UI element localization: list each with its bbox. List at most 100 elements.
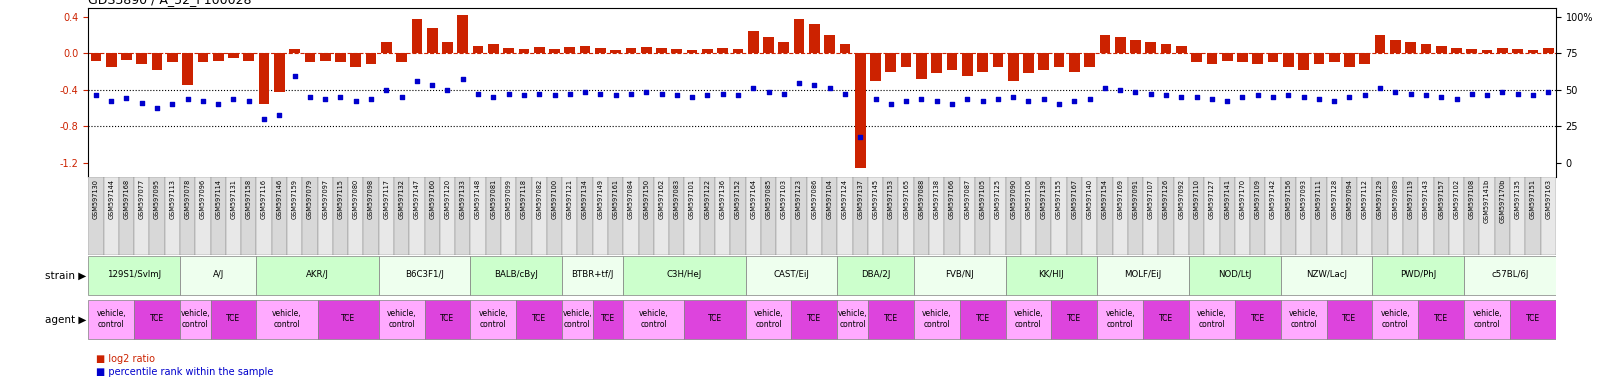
Bar <box>837 300 868 339</box>
Point <box>985 96 1011 102</box>
Bar <box>1373 300 1418 339</box>
Point <box>711 91 736 97</box>
Bar <box>1128 177 1144 255</box>
Point <box>343 98 369 104</box>
Text: GSM597114: GSM597114 <box>215 179 221 219</box>
Point <box>695 92 720 98</box>
Text: vehicle,
control: vehicle, control <box>96 309 127 329</box>
Bar <box>271 177 287 255</box>
Bar <box>180 177 196 255</box>
Text: strain ▶: strain ▶ <box>45 270 87 281</box>
Text: GSM597148: GSM597148 <box>475 179 481 219</box>
Bar <box>534 47 545 53</box>
Point <box>1336 94 1362 100</box>
Bar <box>791 177 807 255</box>
Bar <box>1464 177 1479 255</box>
Text: vehicle,
control: vehicle, control <box>180 309 210 329</box>
Text: vehicle,
control: vehicle, control <box>754 309 783 329</box>
Text: GSM597089: GSM597089 <box>1392 179 1399 219</box>
Point <box>465 91 491 97</box>
Bar <box>396 53 407 63</box>
Bar <box>747 30 759 53</box>
Bar <box>685 177 699 255</box>
Text: CAST/EiJ: CAST/EiJ <box>773 270 810 279</box>
Point <box>587 91 613 98</box>
Text: GSM597131: GSM597131 <box>231 179 236 219</box>
Bar <box>654 177 669 255</box>
Bar <box>443 42 452 53</box>
Bar <box>730 177 746 255</box>
Text: TCE: TCE <box>1525 314 1540 323</box>
Text: GSM597156: GSM597156 <box>1285 179 1291 219</box>
Text: PWD/PhJ: PWD/PhJ <box>1400 270 1437 279</box>
Point <box>940 101 966 107</box>
Bar <box>1219 177 1235 255</box>
Text: GSM597124: GSM597124 <box>842 179 849 219</box>
Text: GDS3890 / A_52_P100028: GDS3890 / A_52_P100028 <box>88 0 252 7</box>
Bar <box>167 53 178 61</box>
Bar <box>183 53 192 85</box>
Bar <box>470 177 486 255</box>
Bar <box>486 177 500 255</box>
Point <box>327 94 353 100</box>
Text: GSM597149: GSM597149 <box>597 179 603 219</box>
Bar <box>699 177 715 255</box>
Point <box>802 82 828 88</box>
Point <box>573 89 598 95</box>
Bar <box>228 53 239 58</box>
Text: GSM597080: GSM597080 <box>353 179 359 219</box>
Text: GSM597109: GSM597109 <box>1254 179 1261 219</box>
Bar <box>1296 177 1312 255</box>
Bar <box>715 177 730 255</box>
Bar <box>914 177 929 255</box>
Point <box>1460 91 1485 97</box>
Text: GSM597167: GSM597167 <box>1071 179 1078 219</box>
Bar <box>1068 53 1079 71</box>
Text: C3H/HeJ: C3H/HeJ <box>667 270 703 279</box>
Bar <box>88 256 180 295</box>
Point <box>1076 96 1102 102</box>
Bar <box>516 300 561 339</box>
Bar <box>837 177 853 255</box>
Point <box>1367 85 1392 91</box>
Text: vehicle,
control: vehicle, control <box>1381 309 1410 329</box>
Bar <box>839 44 850 53</box>
Point <box>159 101 184 108</box>
Bar <box>1343 177 1357 255</box>
Bar <box>427 28 438 53</box>
Bar <box>1205 177 1219 255</box>
Bar <box>1174 177 1189 255</box>
Point <box>1046 101 1071 107</box>
Bar <box>916 53 927 79</box>
Bar <box>776 177 791 255</box>
Point <box>1200 96 1225 102</box>
Text: GSM597138: GSM597138 <box>934 179 940 219</box>
Bar <box>226 177 241 255</box>
Point <box>1153 92 1179 98</box>
Bar <box>778 42 789 53</box>
Text: vehicle,
control: vehicle, control <box>478 309 508 329</box>
Text: GSM597141b: GSM597141b <box>1484 179 1490 223</box>
Text: TCE: TCE <box>226 314 241 323</box>
Point <box>1535 89 1561 95</box>
Bar <box>1113 177 1128 255</box>
Bar <box>549 49 560 53</box>
Bar <box>500 177 516 255</box>
Text: vehicle,
control: vehicle, control <box>837 309 868 329</box>
Bar <box>853 177 868 255</box>
Text: GSM597170: GSM597170 <box>1240 179 1245 219</box>
Bar <box>348 177 364 255</box>
Bar <box>1360 53 1370 64</box>
Bar <box>1176 46 1187 53</box>
Text: GSM597116: GSM597116 <box>261 179 266 219</box>
Bar <box>120 53 132 60</box>
Text: GSM597163: GSM597163 <box>1545 179 1551 219</box>
Text: vehicle,
control: vehicle, control <box>922 309 951 329</box>
Bar <box>1452 48 1461 53</box>
Point <box>1261 94 1286 100</box>
Point <box>128 99 154 106</box>
Text: TCE: TCE <box>441 314 454 323</box>
Text: NOD/LtJ: NOD/LtJ <box>1217 270 1251 279</box>
Bar <box>516 177 531 255</box>
Point <box>924 98 950 104</box>
